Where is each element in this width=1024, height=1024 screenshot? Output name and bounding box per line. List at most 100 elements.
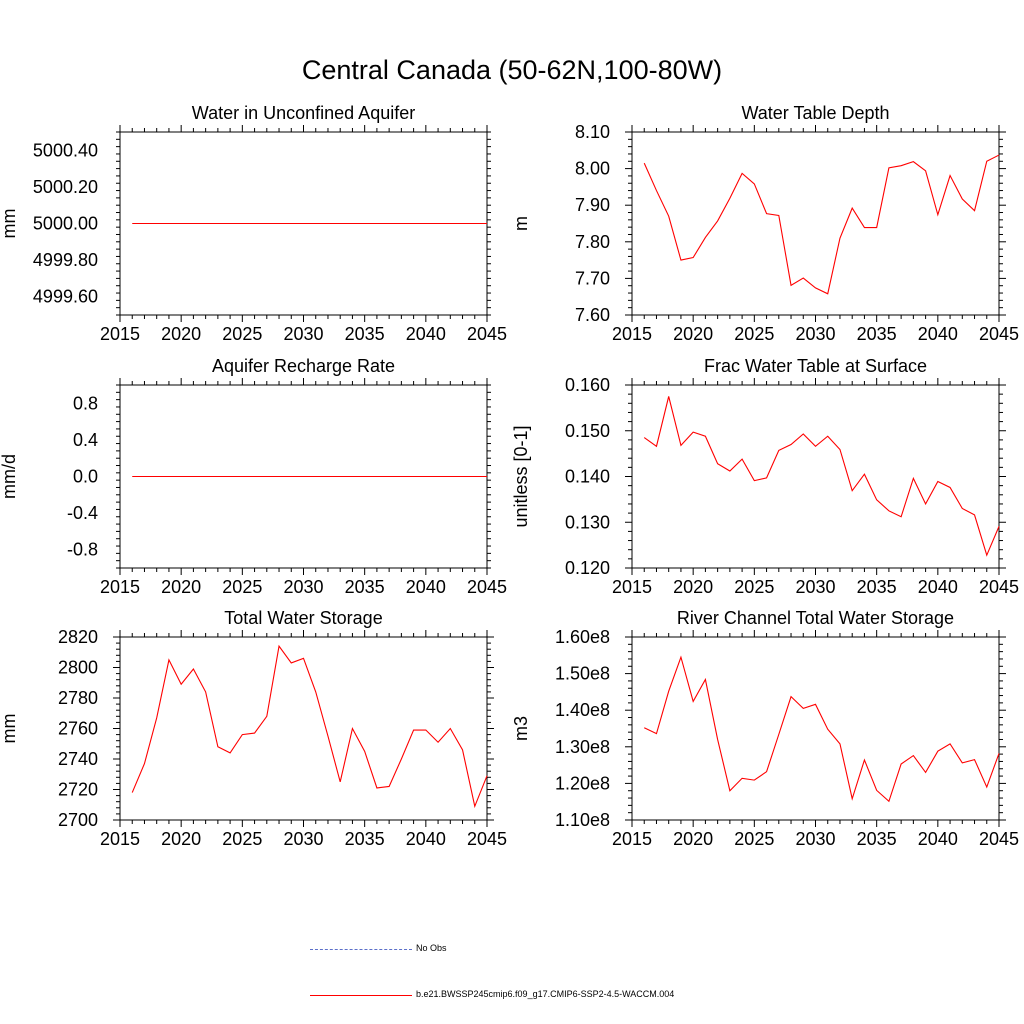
panel-3: Aquifer Recharge Rate mm/d 2015 2020 2025 203… <box>0 356 507 597</box>
panel-title: Frac Water Table at Surface <box>704 356 927 376</box>
data-point <box>644 727 645 728</box>
data-point <box>413 223 414 224</box>
x-tick-label: 2035 <box>345 577 385 597</box>
data-point <box>778 450 779 451</box>
data-point <box>790 696 791 697</box>
x-tick-label: 2045 <box>467 577 507 597</box>
data-point <box>705 679 706 680</box>
x-tick-label: 2045 <box>979 829 1019 849</box>
data-point <box>876 790 877 791</box>
data-point <box>340 223 341 224</box>
data-point <box>291 476 292 477</box>
y-tick-label: 1.40e8 <box>555 700 610 720</box>
x-tick-label: 2040 <box>406 829 446 849</box>
data-point <box>364 751 365 752</box>
data-point <box>462 223 463 224</box>
panel-5: Total Water Storage mm 2015 2020 2025 2030 203… <box>0 608 507 849</box>
data-point <box>974 759 975 760</box>
data-point <box>132 476 133 477</box>
data-point <box>827 293 828 294</box>
data-point <box>913 755 914 756</box>
data-point <box>291 662 292 663</box>
y-axis-label: mm <box>0 714 19 744</box>
x-tick-label: 2025 <box>222 829 262 849</box>
data-point <box>668 216 669 217</box>
data-point <box>266 476 267 477</box>
data-point <box>693 701 694 702</box>
y-tick-label: 0.0 <box>73 467 98 487</box>
data-point <box>644 437 645 438</box>
y-tick-label: 2820 <box>58 627 98 647</box>
data-point <box>986 786 987 787</box>
data-point <box>389 223 390 224</box>
panel-title: River Channel Total Water Storage <box>677 608 954 628</box>
data-point <box>340 476 341 477</box>
series-line <box>643 154 1000 295</box>
y-tick-label: 7.60 <box>575 305 610 325</box>
data-point <box>132 792 133 793</box>
data-point <box>389 476 390 477</box>
y-axis-label: mm/d <box>0 454 19 499</box>
data-point <box>876 227 877 228</box>
data-point <box>852 798 853 799</box>
data-point <box>144 763 145 764</box>
y-tick-label: 5000.40 <box>33 140 98 160</box>
y-tick-label: 1.10e8 <box>555 810 610 830</box>
data-point <box>815 287 816 288</box>
data-point <box>778 734 779 735</box>
legend-obs: No Obs <box>310 940 1010 960</box>
y-tick-label: 7.90 <box>575 195 610 215</box>
x-tick-label: 2035 <box>857 324 897 344</box>
data-point <box>156 223 157 224</box>
y-tick-label: 1.50e8 <box>555 664 610 684</box>
panel-6: River Channel Total Water Storage m3 2015 2… <box>511 608 1019 849</box>
panel-1: Water in Unconfined Aquifer mm 2015 2020 202… <box>0 103 507 344</box>
data-point <box>327 223 328 224</box>
data-point <box>413 729 414 730</box>
data-point <box>656 733 657 734</box>
data-point <box>962 508 963 509</box>
data-point <box>474 223 475 224</box>
x-tick-label: 2045 <box>467 829 507 849</box>
data-point <box>437 223 438 224</box>
x-tick-label: 2030 <box>283 324 323 344</box>
y-tick-label: 2800 <box>58 658 98 678</box>
panel-title: Water Table Depth <box>741 103 889 123</box>
data-point <box>266 223 267 224</box>
x-tick-label: 2035 <box>857 577 897 597</box>
x-tick-label: 2035 <box>345 324 385 344</box>
data-point <box>852 208 853 209</box>
data-point <box>852 490 853 491</box>
data-point <box>864 474 865 475</box>
x-tick-label: 2025 <box>222 577 262 597</box>
data-point <box>803 433 804 434</box>
data-point <box>937 481 938 482</box>
data-point <box>717 463 718 464</box>
data-point <box>754 780 755 781</box>
data-point <box>193 223 194 224</box>
data-point <box>705 237 706 238</box>
data-point <box>766 477 767 478</box>
data-point <box>168 223 169 224</box>
data-point <box>230 476 231 477</box>
data-point <box>205 476 206 477</box>
y-tick-label: 0.140 <box>565 467 610 487</box>
x-tick-label: 2030 <box>795 829 835 849</box>
data-point <box>254 223 255 224</box>
y-tick-label: 8.00 <box>575 159 610 179</box>
panel-4: Frac Water Table at Surface unitless [0-1… <box>511 356 1019 597</box>
series-line <box>643 396 1000 557</box>
data-point <box>815 446 816 447</box>
x-tick-label: 2020 <box>673 577 713 597</box>
data-point <box>168 476 169 477</box>
x-tick-label: 2020 <box>161 577 201 597</box>
data-point <box>986 161 987 162</box>
data-point <box>462 476 463 477</box>
y-axis-label: unitless [0-1] <box>511 425 531 527</box>
data-point <box>327 476 328 477</box>
data-point <box>376 476 377 477</box>
data-point <box>413 476 414 477</box>
data-point <box>352 728 353 729</box>
data-point <box>803 277 804 278</box>
x-tick-label: 2040 <box>918 577 958 597</box>
